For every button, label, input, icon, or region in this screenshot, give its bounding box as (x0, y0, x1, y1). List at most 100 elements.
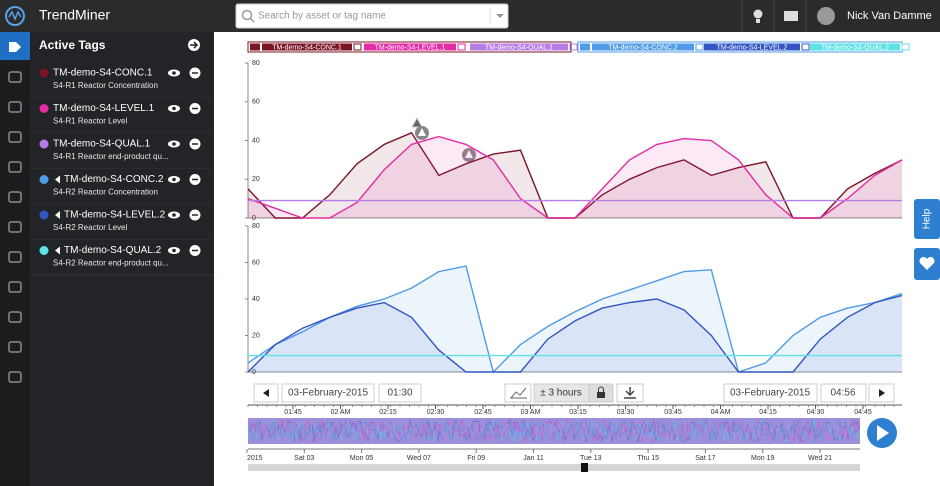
legend-option[interactable] (457, 43, 466, 51)
legend-chip[interactable] (810, 43, 900, 51)
time-tick-label: 04:15 (759, 409, 777, 416)
y-tick-label: 20 (252, 176, 260, 183)
rail-icon[interactable] (8, 371, 22, 383)
rail-icon[interactable] (8, 101, 22, 113)
legend-chip[interactable] (592, 43, 694, 51)
tag-description: S4-R2 Reactor end-product qu... (53, 259, 169, 268)
warning-icon[interactable] (411, 116, 423, 128)
legend-option[interactable] (801, 43, 810, 51)
end-time[interactable] (820, 383, 867, 403)
rail-icon[interactable] (8, 71, 22, 83)
tag-color[interactable] (39, 104, 49, 113)
rail-icon[interactable] (8, 281, 22, 293)
start-date-text: 03-February-2015 (288, 388, 368, 399)
area (248, 136, 902, 218)
shift-icon (55, 175, 60, 184)
y-tick-label: 60 (252, 99, 260, 106)
legend-option[interactable] (353, 43, 362, 51)
legend-label: TM-demo-S4-CONC.2 (608, 44, 678, 51)
tag-color[interactable] (39, 68, 49, 78)
tag-row[interactable] (30, 239, 214, 276)
series-line (247, 265, 903, 374)
tag-color[interactable] (39, 210, 49, 220)
dropdown-caret[interactable] (496, 14, 504, 18)
rail-icon[interactable] (8, 161, 22, 173)
end-time-text: 04:56 (830, 388, 855, 399)
overview-tick-label: Jan 11 (523, 455, 544, 462)
rail-icon[interactable] (8, 221, 22, 233)
help-tab[interactable] (914, 199, 940, 239)
rail-icon[interactable] (8, 131, 22, 143)
toolbox-icon[interactable] (784, 11, 798, 21)
legend-chip[interactable] (470, 43, 568, 51)
legend-label: TM-demo-S4-QUAL.2 (821, 44, 889, 51)
legend-option[interactable] (569, 43, 578, 51)
visibility-pupil (172, 142, 176, 146)
group-icon[interactable] (580, 43, 590, 51)
rail-icon[interactable] (8, 191, 22, 203)
series-line (247, 135, 903, 219)
group-icon[interactable] (250, 43, 260, 51)
tag-row[interactable] (30, 133, 214, 169)
help-text: Help (922, 208, 933, 229)
tag-description: S4-R1 Reactor Concentration (53, 81, 158, 90)
visibility-pupil (172, 106, 176, 111)
warning-glyph (418, 128, 473, 158)
area (248, 132, 902, 218)
search-placeholder: Search by asset or tag name (258, 11, 386, 22)
rail-icon[interactable] (8, 251, 22, 263)
legend-label: TM-demo-S4-CONC.1 (272, 44, 342, 51)
legend-chip[interactable] (704, 43, 800, 51)
rail-icon[interactable] (8, 341, 22, 353)
lock-icon (597, 392, 605, 398)
rail-icon[interactable] (8, 311, 22, 323)
legend-chip[interactable] (364, 43, 456, 51)
shift-icon (55, 211, 60, 219)
y-tick-label: 0 (252, 369, 256, 376)
tips-icon[interactable] (753, 9, 763, 19)
tag-color[interactable] (39, 139, 49, 149)
end-date[interactable] (723, 383, 818, 403)
visibility-pupil (172, 177, 176, 182)
search-box[interactable] (235, 3, 509, 29)
time-tick-label: 02 AM (331, 409, 351, 416)
legend-option[interactable] (901, 43, 910, 51)
area (248, 295, 902, 372)
visibility-pupil (172, 71, 176, 75)
tag-row[interactable] (30, 62, 214, 98)
play-icon (877, 425, 889, 441)
legend-option[interactable] (695, 43, 704, 51)
tag-row[interactable] (30, 204, 214, 240)
lock-icon (598, 386, 604, 392)
heart-icon (919, 256, 935, 270)
start-date[interactable] (281, 383, 375, 403)
start-time[interactable] (378, 383, 422, 403)
range-text: ± 3 hours (540, 388, 582, 399)
tag-name: TM-demo-S4-QUAL.1 (53, 139, 151, 150)
tag-name: TM-demo-S4-CONC.2 (64, 174, 164, 185)
panel-title: Active Tags (39, 38, 106, 52)
time-tick-label: 03:15 (569, 409, 587, 416)
y-tick-label: 80 (252, 223, 260, 230)
legend-label: TM-demo-S4-LEVEL.1 (375, 44, 446, 51)
time-tick-label: 03:30 (617, 409, 635, 416)
time-tick-label: 02:15 (379, 409, 397, 416)
scrollbar[interactable] (248, 464, 860, 471)
user-name[interactable]: Nick Van Damme (847, 10, 932, 22)
legend-chip[interactable] (262, 43, 352, 51)
tag-name: TM-demo-S4-QUAL.2 (64, 245, 162, 256)
tag-color[interactable] (39, 175, 49, 184)
prev-arrow (263, 389, 269, 397)
series-line (247, 294, 903, 373)
icon-rail (0, 32, 30, 486)
overview-tick-label: Fri 09 (467, 455, 485, 462)
tag-row[interactable] (30, 168, 214, 205)
tag-row[interactable] (30, 97, 214, 134)
avatar[interactable] (817, 7, 835, 25)
scroll-thumb[interactable] (581, 463, 588, 472)
overview-texture (247, 418, 861, 444)
tag-color[interactable] (39, 246, 49, 255)
collapse-arrow (190, 41, 199, 49)
